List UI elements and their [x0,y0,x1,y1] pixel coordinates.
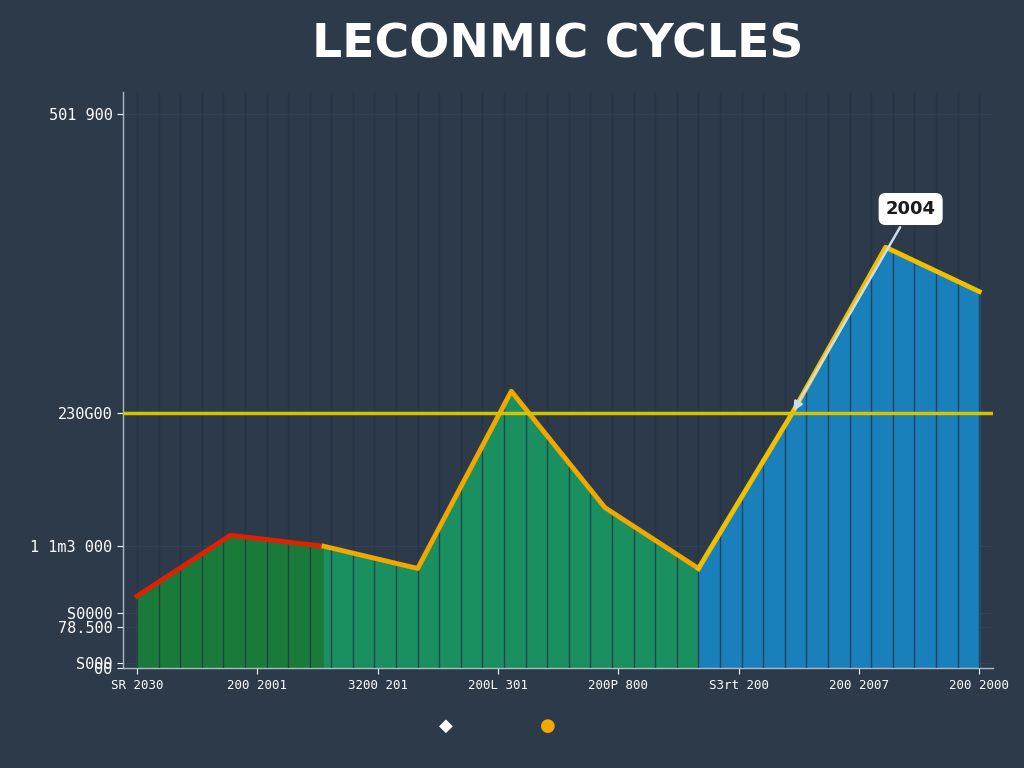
Title: LECONMIC CYCLES: LECONMIC CYCLES [312,22,804,68]
Text: 2004: 2004 [795,200,936,409]
Text: ●: ● [540,717,556,735]
Text: ◆: ◆ [438,717,453,735]
